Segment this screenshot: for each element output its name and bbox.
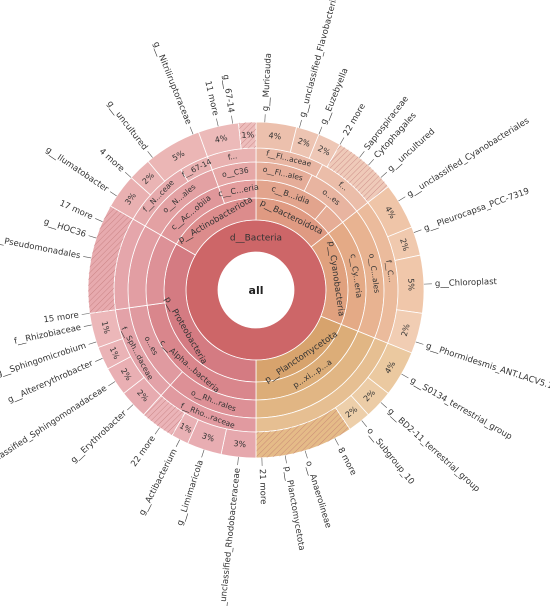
outer-label-leader (125, 172, 132, 178)
outer-label-leader (83, 324, 92, 327)
outer-label: g__unclassified_Rhodobacteraceae (217, 468, 242, 606)
genus-label: 4% (268, 131, 282, 142)
outer-label: g__Erythrobacter (69, 408, 129, 465)
genus-hatch-overlay (88, 206, 134, 314)
outer-label: g__BD2-11_terrestrial_group (385, 406, 481, 494)
outer-label: g__Muricauda (261, 53, 274, 112)
outer-label: g__uncultured (105, 99, 150, 152)
outer-label-leader (334, 438, 339, 446)
outer-label: o__Anaerolineae (303, 460, 333, 530)
outer-label-leader (284, 455, 287, 464)
genus-hatch-overlay (327, 144, 389, 203)
outer-label: g__S0134_terrestrial_group (408, 376, 513, 443)
genus-label: 1% (100, 320, 112, 335)
genus-label: 1% (241, 130, 255, 140)
genus-hatch-overlay (256, 407, 350, 458)
genus-label: 3% (201, 431, 216, 444)
outer-label: g__Limimaricola (175, 459, 206, 527)
outer-label-leader (380, 402, 387, 408)
genus-label: 2% (398, 237, 410, 252)
domain-label: d__Bacteria (230, 234, 282, 244)
outer-label: 17 more (58, 199, 95, 223)
outer-label: o__Pseudomonadales (0, 234, 82, 261)
wedge-layer (87, 121, 425, 459)
center-label: all (249, 284, 264, 297)
family-label: f... (227, 151, 238, 161)
outer-label-leader (359, 151, 365, 158)
outer-label: 22 more (342, 102, 368, 138)
outer-label-leader (216, 118, 219, 127)
family-label: f__C... (384, 259, 396, 283)
outer-label-leader (95, 358, 103, 362)
outer-label: g__Phormidesmis_ANT.LACV5.1 (425, 341, 550, 392)
outer-label: 8 more (335, 446, 358, 477)
outer-label-leader (304, 450, 308, 459)
outer-label-leader (415, 341, 424, 345)
outer-label: 15 more (43, 310, 80, 325)
outer-label-leader (413, 229, 422, 233)
outer-label: p__Planctomycetota (282, 465, 307, 551)
genus-hatch-overlay (238, 122, 256, 149)
outer-label-leader (231, 115, 233, 124)
outer-label: g__Pleurocapsa_PCC-7319 (423, 186, 531, 233)
outer-label-leader (83, 256, 92, 259)
outer-label-leader (368, 159, 374, 166)
genus-label: 5% (406, 278, 415, 291)
outer-label-leader (299, 119, 302, 128)
genus-hatch-overlay (143, 395, 185, 436)
outer-label: g__Chloroplast (435, 277, 498, 289)
genus-label: 2% (400, 322, 412, 337)
outer-label-leader (398, 196, 406, 202)
outer-label: g__Euzebyella (319, 67, 351, 126)
outer-label-leader (109, 191, 117, 197)
outer-label: g__Nitriliruptoraceae (151, 40, 193, 126)
outer-label: o__Subgroup_10 (364, 426, 416, 486)
outer-label-leader (380, 172, 387, 178)
outer-label-leader (361, 420, 367, 427)
outer-label: 22 more (129, 434, 158, 469)
outer-label-leader (81, 313, 90, 315)
outer-label: 21 more (257, 469, 268, 505)
genus-label: 2% (296, 136, 311, 149)
outer-label-leader (237, 457, 239, 466)
outer-label-leader (88, 235, 97, 239)
outer-label: f__Rhizobiaceae (13, 323, 82, 347)
outer-label-leader (147, 151, 153, 158)
outer-label: g__unclassified_Cyanobacteriales (405, 116, 531, 200)
outer-label: g__HOC36 (42, 217, 87, 240)
outer-label-leader (401, 373, 409, 379)
outer-label-leader (318, 126, 323, 135)
outer-label-leader (189, 126, 194, 135)
outer-label: 4 more (97, 147, 126, 175)
outer-label-leader (88, 341, 97, 345)
outer-label-leader (95, 218, 103, 222)
genus-label: 3% (233, 439, 247, 449)
outer-label-leader (108, 381, 116, 387)
outer-label-leader (175, 439, 180, 447)
outer-label-leader (339, 137, 345, 145)
genus-label: 4% (214, 133, 229, 145)
outer-label-leader (154, 427, 160, 435)
outer-label: 11 more (202, 80, 220, 117)
outer-label: g__67-14 (220, 74, 235, 114)
outer-label-leader (201, 449, 205, 458)
outer-label-leader (127, 404, 134, 411)
